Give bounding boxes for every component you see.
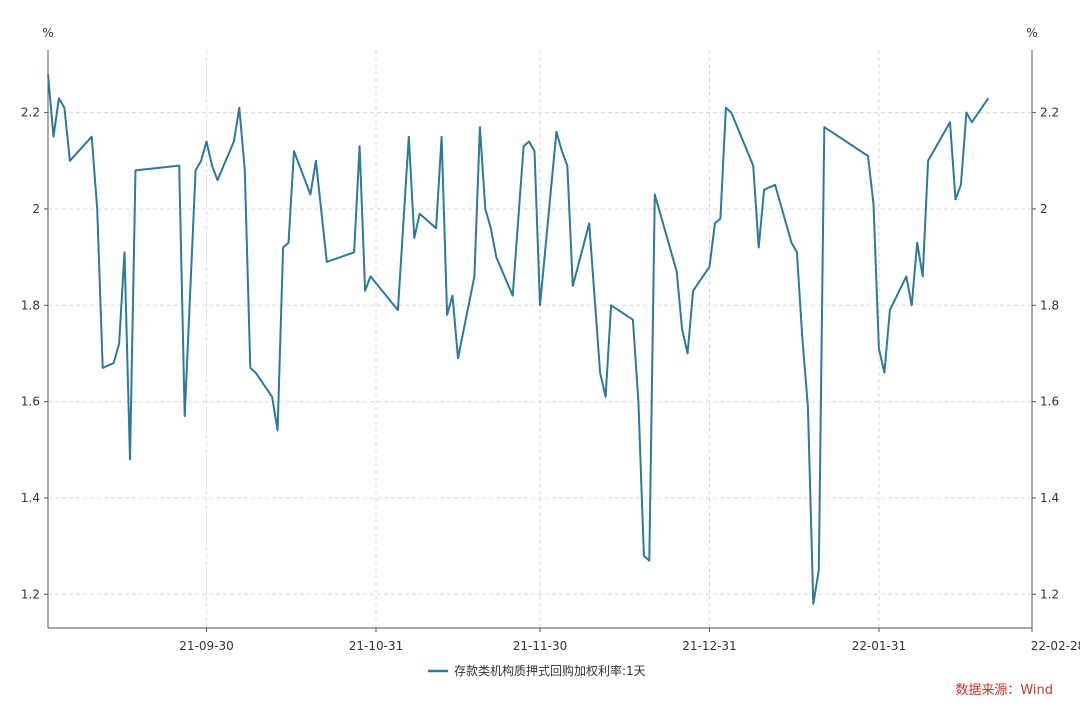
right-y-tick-label: 2.2 <box>1040 106 1059 120</box>
left-y-ticks: 1.2 1.4 1.6 1.8 2 2.2 <box>21 106 48 601</box>
left-y-tick-label: 1.8 <box>21 298 40 312</box>
x-tick-label: 22-02-28 <box>1031 639 1080 653</box>
x-tick-label: 21-12-31 <box>682 639 736 653</box>
left-y-tick-label: 2 <box>32 202 40 216</box>
x-ticks: 21-09-30 21-10-31 21-11-30 21-12-31 22-01-31… <box>179 628 1080 653</box>
right-y-tick-label: 1.6 <box>1040 395 1059 409</box>
right-y-tick-label: 1.4 <box>1040 491 1059 505</box>
series-layer <box>47 74 990 605</box>
x-tick-label: 21-09-30 <box>179 639 233 653</box>
x-tick-label: 21-10-31 <box>349 639 403 653</box>
x-tick-label: 21-11-30 <box>513 639 567 653</box>
right-y-tick-label: 1.2 <box>1040 587 1059 601</box>
x-tick-label: 22-01-31 <box>852 639 906 653</box>
left-y-tick-label: 1.2 <box>21 587 40 601</box>
right-axis-unit: % <box>1026 26 1037 40</box>
series-line <box>47 74 990 605</box>
gridlines <box>48 50 1032 628</box>
right-y-ticks: 1.2 1.4 1.6 1.8 2 2.2 <box>1032 106 1059 601</box>
left-axis-unit: % <box>42 26 53 40</box>
legend: 存款类机构质押式回购加权利率:1天 <box>428 663 646 678</box>
left-y-tick-label: 1.6 <box>21 395 40 409</box>
source-note: 数据来源：Wind <box>955 683 1053 698</box>
left-y-tick-label: 1.4 <box>21 491 40 505</box>
right-y-tick-label: 1.8 <box>1040 298 1059 312</box>
legend-label: 存款类机构质押式回购加权利率:1天 <box>454 663 646 678</box>
right-y-tick-label: 2 <box>1040 202 1048 216</box>
left-y-tick-label: 2.2 <box>21 106 40 120</box>
